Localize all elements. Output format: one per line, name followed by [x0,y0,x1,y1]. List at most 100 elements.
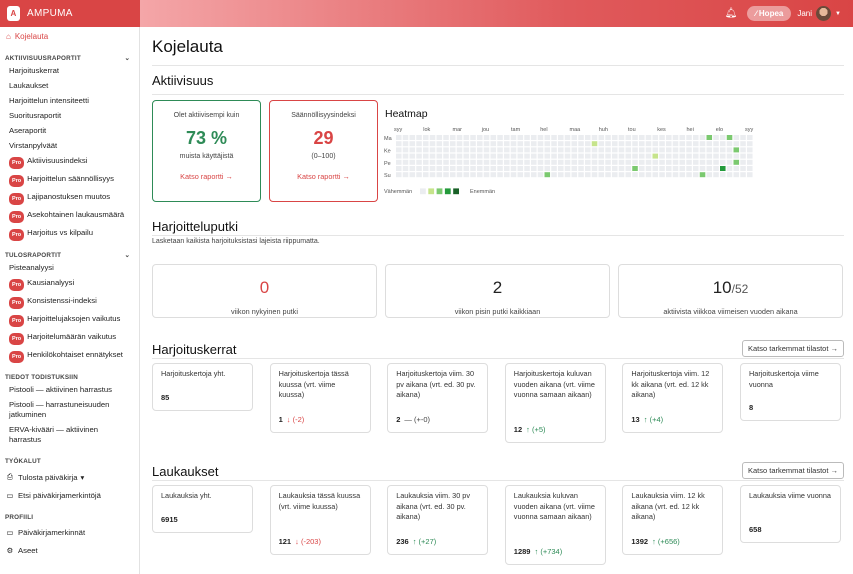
heatmap-cell[interactable] [686,159,692,165]
heatmap-cell[interactable] [524,141,530,147]
heatmap-cell[interactable] [409,159,416,165]
heatmap-cell[interactable] [632,166,638,171]
sidebar-item-kojelauta[interactable]: ⌂ Kojelauta [0,27,139,46]
heatmap-cell[interactable] [402,166,409,171]
heatmap-cell[interactable] [679,153,686,159]
heatmap-cell[interactable] [544,141,551,147]
heatmap-cell[interactable] [443,172,449,178]
heatmap-cell[interactable] [740,153,746,159]
heatmap-cell[interactable] [423,147,429,153]
heatmap-cell[interactable] [409,172,416,178]
heatmap-cell[interactable] [504,166,510,171]
heatmap-cell[interactable] [605,166,611,171]
heatmap-cell[interactable] [618,159,625,165]
heatmap-cell[interactable] [571,141,578,147]
heatmap-cell[interactable] [645,166,652,171]
heatmap-cell[interactable] [477,141,483,147]
heatmap-cell[interactable] [598,166,605,171]
heatmap-cell[interactable] [504,172,510,178]
heatmap-cell[interactable] [396,135,402,140]
heatmap-cell[interactable] [578,153,584,159]
sidebar-item[interactable]: Pro Aktiivisuusindeksi [0,153,139,171]
heatmap-cell[interactable] [585,147,591,153]
heatmap-cell[interactable] [679,159,686,165]
heatmap-cell[interactable] [645,172,652,178]
heatmap-cell[interactable] [456,166,463,171]
heatmap-cell[interactable] [423,172,429,178]
heatmap-cell[interactable] [544,172,551,178]
sidebar-item[interactable]: Harjoittelun intensiteetti [0,93,139,108]
heatmap-cell[interactable] [625,141,632,147]
heatmap-cell[interactable] [436,153,443,159]
heatmap-cell[interactable] [524,172,530,178]
heatmap-cell[interactable] [483,135,490,140]
sidebar-item[interactable]: Harjoituskerrat [0,63,139,78]
heatmap-cell[interactable] [450,141,456,147]
heatmap-cell[interactable] [618,166,625,171]
heatmap-cell[interactable] [531,135,537,140]
heatmap-cell[interactable] [436,135,443,140]
user-name[interactable]: Jani [797,9,813,18]
heatmap-cell[interactable] [571,147,578,153]
heatmap-cell[interactable] [483,159,490,165]
heatmap-cell[interactable] [699,153,706,159]
heatmap-cell[interactable] [706,166,713,171]
heatmap-cell[interactable] [544,153,551,159]
heatmap-cell[interactable] [625,135,632,140]
heatmap-cell[interactable] [706,147,713,153]
heatmap-cell[interactable] [726,141,733,147]
heatmap-cell[interactable] [531,159,537,165]
sidebar-section-header[interactable]: AKTIIVISUUSRAPORTIT ⌄ [0,53,139,63]
heatmap-cell[interactable] [605,172,611,178]
heatmap-cell[interactable] [652,135,659,140]
heatmap-cell[interactable] [558,166,564,171]
heatmap-cell[interactable] [402,135,409,140]
heatmap-cell[interactable] [510,153,517,159]
avatar[interactable] [816,6,832,21]
heatmap-cell[interactable] [463,141,470,147]
heatmap-cell[interactable] [456,135,463,140]
heatmap-cell[interactable] [699,166,706,171]
sidebar-tool[interactable]: ▭ Päiväkirjamerkinnät [0,525,139,540]
heatmap-cell[interactable] [544,166,551,171]
heatmap-cell[interactable] [429,159,436,165]
heatmap-cell[interactable] [639,166,645,171]
heatmap-cell[interactable] [416,159,422,165]
heatmap-cell[interactable] [679,135,686,140]
heatmap-cell[interactable] [531,141,537,147]
heatmap-cell[interactable] [443,159,449,165]
heatmap-cell[interactable] [544,159,551,165]
heatmap-cell[interactable] [740,159,746,165]
heatmap-cell[interactable] [612,172,618,178]
sidebar-item[interactable]: Pro Henkilökohtaiset ennätykset [0,347,139,365]
heatmap-cell[interactable] [612,147,618,153]
heatmap-cell[interactable] [699,147,706,153]
heatmap-cell[interactable] [477,166,483,171]
heatmap-cell[interactable] [747,159,753,165]
heatmap-cell[interactable] [666,153,672,159]
heatmap-cell[interactable] [396,147,402,153]
heatmap-cell[interactable] [578,135,584,140]
heatmap-cell[interactable] [443,141,449,147]
heatmap-cell[interactable] [558,172,564,178]
heatmap-cell[interactable] [659,141,665,147]
heatmap-cell[interactable] [625,153,632,159]
heatmap-cell[interactable] [726,153,733,159]
heatmap-cell[interactable] [639,172,645,178]
heatmap-cell[interactable] [618,172,625,178]
sidebar-item[interactable]: Pro Harjoitelumäärän vaikutus [0,329,139,347]
heatmap-cell[interactable] [740,147,746,153]
heatmap-cell[interactable] [510,172,517,178]
sidebar-item[interactable]: Pro Kausianalyysi [0,275,139,293]
heatmap-cell[interactable] [747,153,753,159]
heatmap-cell[interactable] [598,147,605,153]
heatmap-cell[interactable] [456,159,463,165]
heatmap-cell[interactable] [564,141,571,147]
heatmap-cell[interactable] [483,172,490,178]
heatmap-cell[interactable] [726,159,733,165]
sidebar-tool[interactable]: ▭ Etsi päiväkirjamerkintöjä [0,488,139,503]
heatmap-cell[interactable] [450,153,456,159]
heatmap-cell[interactable] [470,153,476,159]
heatmap-cell[interactable] [490,153,497,159]
heatmap-cell[interactable] [726,135,733,140]
